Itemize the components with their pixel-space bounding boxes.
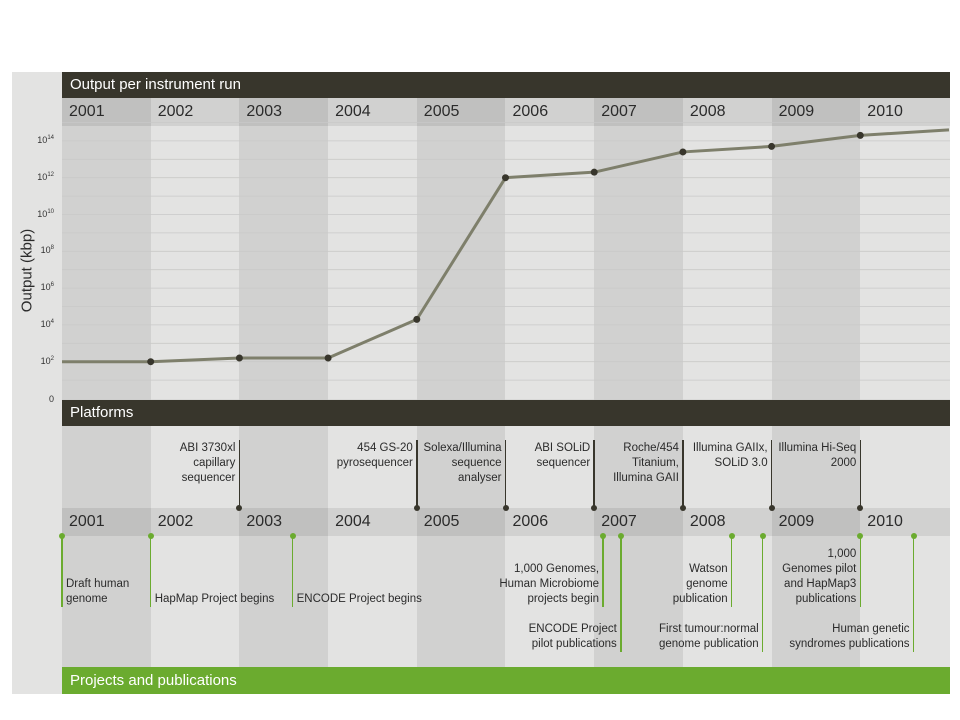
- platform-label: ABI 3730xl capillary sequencer: [179, 442, 236, 484]
- year-label: 2003: [246, 103, 282, 120]
- project-marker-line: [859, 536, 862, 607]
- project-label: HapMap Project begins: [154, 593, 275, 605]
- year-label: 2004: [335, 103, 371, 120]
- project-marker-line: [730, 536, 733, 607]
- year-label: 2010: [867, 103, 903, 120]
- output-section-header: Output per instrument run: [62, 72, 950, 98]
- platforms-section-header: Platforms: [62, 400, 950, 426]
- project-marker-line: [620, 536, 622, 652]
- platform-marker-dot: [679, 505, 686, 511]
- project-label: Human genetic syndromes publications: [789, 623, 910, 650]
- year-label: 2001: [69, 103, 105, 120]
- year-band: [416, 98, 506, 667]
- platform-label: Illumina Hi-Seq 2000: [778, 442, 857, 469]
- year-band: [150, 98, 240, 667]
- year-label: 2007: [601, 103, 637, 120]
- year-row-strip: [62, 98, 950, 126]
- data-point: [502, 174, 509, 182]
- year-band: [771, 98, 861, 667]
- project-marker-line: [602, 536, 604, 607]
- platform-marker-dot: [413, 505, 420, 511]
- platform-marker-dot: [502, 505, 509, 511]
- data-point: [324, 354, 332, 362]
- y-tick-label: 108: [40, 245, 54, 256]
- platform-label: 454 GS-20 pyrosequencer: [336, 442, 413, 469]
- platform-marker-line: [770, 440, 773, 508]
- year-row-strip: [62, 508, 950, 536]
- project-label: 1,000 Genomes, Human Microbiome projects…: [499, 563, 600, 605]
- project-label: 1,000 Genomes pilot and HapMap3 publicat…: [782, 548, 857, 605]
- data-point: [235, 354, 243, 362]
- platform-marker-line: [504, 440, 507, 508]
- year-label: 2010: [867, 513, 903, 530]
- year-label: 2009: [778, 513, 815, 530]
- y-tick-label: 106: [40, 282, 54, 293]
- platform-marker-dot: [857, 505, 864, 511]
- platform-label: Illumina GAIIx, SOLiD 3.0: [692, 442, 768, 469]
- year-band: [62, 98, 151, 667]
- output-line-chart: [62, 122, 950, 401]
- y-tick-label: 1010: [37, 208, 54, 219]
- year-label: 2008: [689, 513, 726, 530]
- data-point: [413, 315, 421, 323]
- data-point: [856, 131, 864, 139]
- platform-label: ABI SOLiD sequencer: [534, 442, 591, 469]
- project-marker-line: [291, 536, 294, 607]
- project-label: Watson genome publication: [672, 563, 728, 605]
- year-band: [239, 98, 329, 667]
- year-label: 2006: [512, 103, 549, 120]
- platform-marker-line: [859, 440, 862, 508]
- year-label: 2005: [423, 103, 460, 120]
- platform-marker-dot: [236, 505, 243, 511]
- year-label: 2006: [512, 513, 549, 530]
- project-marker-line: [912, 536, 915, 652]
- platform-marker-line: [416, 440, 418, 508]
- year-label: 2005: [423, 513, 460, 530]
- year-label: 2002: [157, 513, 194, 530]
- year-band: [860, 98, 949, 667]
- year-label: 2004: [335, 513, 371, 530]
- project-marker-line: [149, 536, 152, 607]
- platform-marker-line: [682, 440, 684, 508]
- project-marker-line: [761, 536, 764, 652]
- projects-section-header: Projects and publications: [62, 667, 950, 694]
- year-label: 2001: [69, 513, 105, 530]
- year-label: 2009: [778, 103, 815, 120]
- year-band: [505, 98, 595, 667]
- output-series-line: [62, 128, 950, 364]
- project-label: First tumour:normal genome publication: [658, 623, 759, 650]
- year-label: 2007: [601, 513, 637, 530]
- platform-label: Roche/454 Titanium, Illumina GAII: [613, 442, 679, 484]
- platform-marker-dot: [768, 505, 775, 511]
- data-point: [147, 358, 155, 366]
- timeline-figure: Output (kbp) Output per instrument run 2…: [12, 72, 950, 694]
- year-label: 2003: [246, 513, 282, 530]
- platform-marker-line: [593, 440, 595, 508]
- data-point: [590, 168, 598, 176]
- project-label: ENCODE Project begins: [296, 593, 422, 605]
- project-label: Draft human genome: [66, 578, 130, 605]
- year-band: [328, 98, 417, 667]
- y-tick-label: 0: [48, 394, 54, 404]
- year-label: 2008: [689, 103, 726, 120]
- platform-marker-line: [238, 440, 241, 508]
- year-band: [594, 98, 683, 667]
- data-point: [679, 148, 687, 156]
- y-tick-label: 1014: [37, 134, 54, 145]
- project-marker-line: [61, 536, 63, 607]
- data-point: [768, 142, 776, 150]
- year-band: [682, 98, 772, 667]
- y-tick-label: 104: [40, 318, 54, 329]
- platform-label: Solexa/Illumina sequence analyser: [423, 442, 502, 484]
- project-label: ENCODE Project pilot publications: [528, 623, 617, 650]
- y-tick-label: 102: [40, 355, 54, 366]
- year-label: 2002: [157, 103, 194, 120]
- platform-marker-dot: [591, 505, 598, 511]
- y-tick-label: 1012: [37, 171, 54, 182]
